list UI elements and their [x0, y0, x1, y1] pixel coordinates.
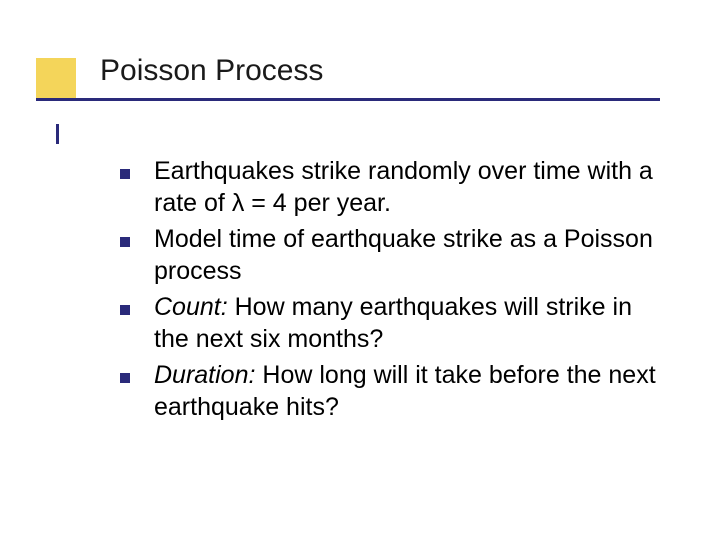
- slide-body: Earthquakes strike randomly over time wi…: [120, 155, 660, 427]
- bullet-text: Model time of earthquake strike as a Poi…: [154, 223, 660, 287]
- bullet-text: Duration: How long will it take before t…: [154, 359, 660, 423]
- square-bullet-icon: [120, 305, 130, 315]
- title-accent-block: [36, 58, 76, 98]
- title-underline: [36, 98, 660, 101]
- bullet-text: Earthquakes strike randomly over time wi…: [154, 155, 660, 219]
- slide-title: Poisson Process: [100, 54, 323, 88]
- bullet-item: Earthquakes strike randomly over time wi…: [120, 155, 660, 219]
- bullet-item: Model time of earthquake strike as a Poi…: [120, 223, 660, 287]
- slide: Poisson Process Earthquakes strike rando…: [0, 0, 720, 540]
- square-bullet-icon: [120, 373, 130, 383]
- title-side-tick: [56, 124, 59, 144]
- bullet-item: Duration: How long will it take before t…: [120, 359, 660, 423]
- square-bullet-icon: [120, 237, 130, 247]
- bullet-text: Count: How many earthquakes will strike …: [154, 291, 660, 355]
- square-bullet-icon: [120, 169, 130, 179]
- bullet-item: Count: How many earthquakes will strike …: [120, 291, 660, 355]
